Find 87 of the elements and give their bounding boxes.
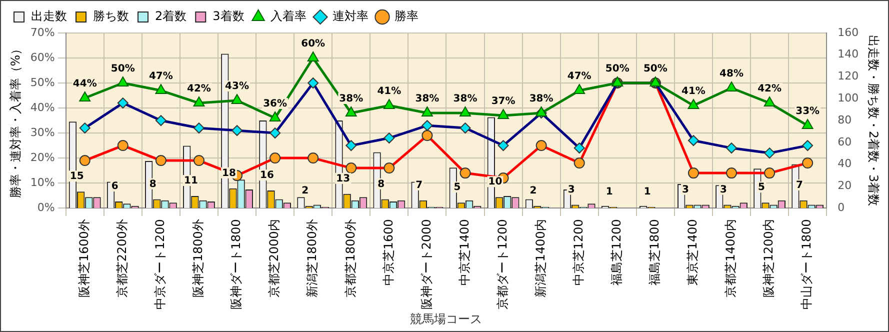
data-label: 10 [488, 176, 502, 188]
x-tick-label: 京都芝1800外 [343, 219, 358, 298]
legend-label: 入着率 [270, 9, 306, 24]
data-label: 50% [643, 64, 668, 75]
x-tick-label: 中京芝1600 [381, 219, 396, 286]
y-tick-label: 70% [30, 26, 55, 39]
y-tick-label: 20% [30, 150, 55, 164]
data-label: 13 [336, 173, 350, 184]
x-tick-label: 阪神ダート1800 [229, 219, 244, 310]
y-tick-label: 0% [37, 200, 55, 214]
x-tick-label: 新潟芝1400内 [533, 219, 548, 298]
data-label: 2 [530, 185, 537, 196]
x-tick-label: 中京ダート1200 [153, 219, 168, 310]
data-label: 1 [644, 186, 651, 198]
data-label: 5 [758, 182, 766, 194]
data-label: 3 [720, 184, 727, 196]
y-tick-label: 60% [30, 50, 55, 64]
x-tick-label: 中京芝1400 [457, 219, 472, 286]
data-label: 16 [260, 170, 274, 182]
data-label: 47% [148, 71, 173, 82]
data-label: 8 [149, 178, 156, 190]
data-label: 41% [377, 86, 402, 98]
data-label: 48% [720, 68, 744, 80]
data-label: 7 [796, 180, 804, 191]
y-tick-label: 10% [30, 176, 55, 189]
y2-tick-label: 0 [838, 200, 845, 214]
x-tick-label: 京都芝2000内 [267, 219, 282, 298]
y2-tick-label: 100 [838, 92, 859, 105]
data-label: 2 [302, 185, 309, 196]
data-label: 7 [416, 180, 423, 191]
data-label: 18 [222, 168, 236, 179]
data-label: 38% [415, 94, 440, 105]
y2-tick-label: 160 [838, 26, 859, 39]
x-tick-label: 京都ダート1200 [495, 219, 510, 310]
data-label: 38% [339, 94, 364, 105]
x-tick-label: 京都芝2200外 [115, 219, 130, 298]
y2-tick-label: 40 [838, 157, 852, 170]
data-label: 37% [491, 96, 516, 108]
x-tick-label: 中山ダート1800 [800, 219, 814, 310]
x-tick-label: 東京芝1400 [686, 219, 700, 286]
data-label: 5 [454, 182, 461, 194]
x-tick-label: 中京芝1200 [571, 219, 586, 286]
y2-tick-label: 60 [838, 135, 852, 148]
data-label: 15 [70, 171, 84, 182]
data-label: 60% [301, 38, 326, 50]
data-label: 36% [263, 98, 288, 110]
data-label: 38% [529, 94, 554, 105]
y2-axis-title: 出走数・勝ち数・2着数・3着数 [866, 34, 881, 206]
data-label: 47% [567, 71, 592, 82]
legend-label: 勝率 [394, 9, 418, 24]
data-label: 42% [187, 84, 211, 95]
legend-label: 勝ち数 [93, 9, 129, 24]
data-label: 33% [796, 106, 820, 118]
data-label: 38% [453, 94, 478, 105]
y-axis-title: 勝率・連対率・入着率（%） [8, 42, 22, 198]
y-tick-label: 50% [30, 76, 55, 89]
data-label: 11 [184, 176, 198, 187]
y2-tick-label: 20 [838, 179, 852, 192]
data-label: 42% [758, 84, 782, 95]
data-label: 8 [378, 178, 385, 190]
x-tick-label: 福島芝1200 [610, 219, 624, 286]
data-label: 1 [606, 186, 613, 198]
legend-label: 連対率 [332, 9, 368, 24]
legend-label: 2着数 [155, 9, 187, 24]
x-tick-label: 福島芝1800 [648, 219, 662, 286]
data-label: 50% [110, 64, 135, 75]
x-tick-label: 京都芝1400内 [724, 219, 738, 298]
data-label: 44% [72, 78, 97, 90]
x-tick-label: 阪神芝1200内 [762, 219, 776, 298]
legend-label: 3着数 [212, 9, 244, 24]
x-tick-label: 新潟芝1800外 [305, 219, 320, 298]
data-label: 43% [225, 81, 249, 92]
data-label: 6 [111, 181, 118, 192]
x-axis-title: 競馬場コース [410, 312, 482, 326]
y-tick-label: 40% [30, 100, 55, 114]
data-label: 3 [568, 184, 575, 196]
y-tick-label: 30% [30, 126, 55, 139]
x-tick-label: 阪神芝1800外 [191, 219, 206, 298]
y2-tick-label: 140 [838, 48, 859, 61]
y2-tick-label: 80 [838, 113, 852, 126]
data-label: 3 [682, 184, 689, 196]
y2-tick-label: 120 [838, 70, 859, 83]
data-label: 41% [682, 86, 706, 98]
legend-label: 出走数 [31, 9, 67, 24]
x-tick-label: 阪神芝1600外 [76, 219, 91, 298]
data-label: 50% [605, 64, 630, 75]
x-tick-label: 阪神ダート2000 [419, 219, 434, 310]
